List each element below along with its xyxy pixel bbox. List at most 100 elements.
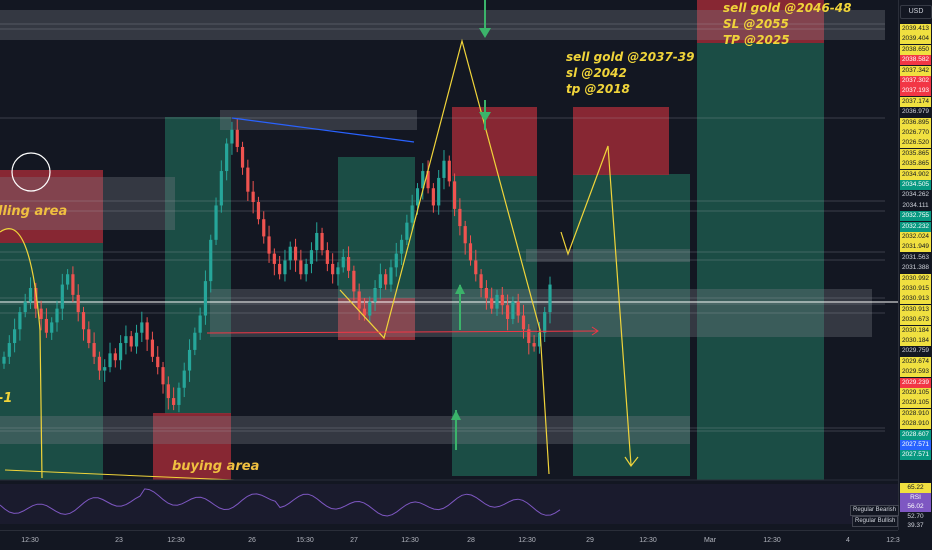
candle-body — [71, 274, 75, 295]
candle-body — [129, 336, 133, 347]
candle-body — [548, 284, 552, 313]
candle-body — [103, 367, 107, 371]
time-label: Mar — [703, 537, 717, 544]
level-box — [0, 416, 690, 444]
candle-body — [442, 160, 446, 178]
candle-body — [394, 253, 398, 268]
price-label: 2032.232 — [900, 221, 931, 232]
candle-body — [521, 315, 526, 330]
candle-body — [97, 356, 102, 371]
candle-body — [219, 171, 223, 206]
time-label: 29 — [586, 537, 594, 544]
candle-body — [543, 312, 547, 333]
wave-label-fragment: -1 — [0, 391, 13, 406]
price-label: 2031.563 — [900, 252, 931, 263]
price-label: 2030.673 — [900, 315, 931, 326]
time-label: 23 — [115, 537, 123, 544]
candle-body — [134, 332, 139, 347]
candle-body — [150, 339, 155, 357]
candle-body — [187, 349, 192, 371]
price-label: 2029.759 — [900, 346, 931, 357]
rsi-value-label: 39.37 — [900, 521, 931, 531]
candle-body — [256, 202, 261, 220]
candle-body — [336, 267, 340, 275]
candle-body — [474, 260, 478, 275]
projection-path-0 — [0, 228, 43, 479]
candle-body — [325, 250, 329, 264]
candle-body — [198, 315, 202, 333]
candle-body — [304, 263, 308, 275]
candle-body — [262, 219, 266, 237]
rsi-value-label: 56.02 — [900, 502, 931, 512]
candle-body — [214, 205, 218, 240]
candle-body — [352, 270, 356, 292]
down-arrow-head — [479, 112, 491, 122]
candle-body — [145, 322, 149, 340]
green-zone — [0, 243, 103, 481]
time-scale[interactable] — [0, 530, 898, 550]
price-label: 2030.184 — [900, 325, 931, 336]
price-label: 2038.582 — [900, 55, 931, 66]
candle-body — [283, 260, 287, 275]
horizontal-levels — [0, 10, 898, 444]
red-zone — [452, 107, 537, 176]
candle-body — [537, 332, 541, 347]
candle-body — [516, 301, 520, 316]
price-label: 2029.593 — [900, 367, 931, 378]
candle-body — [55, 308, 59, 323]
price-label: 2030.992 — [900, 273, 931, 284]
candle-body — [463, 226, 467, 244]
price-label: 2030.913 — [900, 304, 931, 315]
candle-body — [500, 294, 504, 306]
selling-area-label: lling area — [0, 204, 68, 219]
arrow-head — [624, 456, 639, 468]
price-label: 2026.770 — [900, 128, 931, 138]
candle-body — [113, 353, 117, 361]
projection-path-1 — [339, 38, 550, 475]
candle-body — [447, 160, 451, 182]
level-box — [220, 110, 417, 130]
price-label: 2034.111 — [900, 200, 931, 211]
price-label: 2034.505 — [900, 180, 931, 190]
candle-body — [452, 181, 457, 209]
candle-body — [209, 239, 213, 282]
price-label: 2027.571 — [900, 440, 931, 450]
time-label: 26 — [248, 537, 256, 544]
time-label: 27 — [350, 537, 358, 544]
time-label: 12:30 — [763, 537, 781, 544]
candle-body — [389, 267, 393, 285]
price-label: 2032.755 — [900, 211, 931, 222]
candle-body — [39, 308, 43, 319]
candle-body — [272, 253, 276, 264]
price-label: 2029.105 — [900, 388, 931, 398]
price-label: 2034.902 — [900, 169, 931, 180]
candle-body — [288, 246, 292, 261]
time-label: 12:30 — [518, 537, 536, 544]
time-label: 12:30 — [21, 537, 39, 544]
down-arrow-head — [479, 28, 491, 38]
candle-body — [495, 294, 499, 309]
price-label: 2028.910 — [900, 408, 931, 419]
candle-body — [341, 257, 345, 268]
candle-body — [468, 243, 473, 261]
chart-canvas[interactable] — [0, 0, 898, 550]
candle-body — [230, 129, 234, 144]
candle-body — [203, 281, 208, 316]
candle-body — [13, 329, 17, 344]
price-label: 2034.262 — [900, 190, 931, 201]
candle-body — [357, 291, 361, 309]
time-label: 12:3 — [886, 537, 900, 544]
time-label: 15:30 — [296, 537, 314, 544]
price-label: 2036.979 — [900, 107, 931, 118]
candle-body — [532, 343, 536, 347]
candle-body — [368, 301, 372, 316]
price-label: 2031.388 — [900, 263, 931, 274]
candle-body — [240, 146, 245, 168]
candle-body — [490, 298, 494, 309]
price-label: 2030.184 — [900, 336, 931, 346]
projection-path-2 — [560, 145, 632, 466]
price-label: 2037.174 — [900, 96, 931, 107]
currency-button[interactable]: USD — [900, 5, 932, 19]
candle-body — [7, 343, 11, 357]
